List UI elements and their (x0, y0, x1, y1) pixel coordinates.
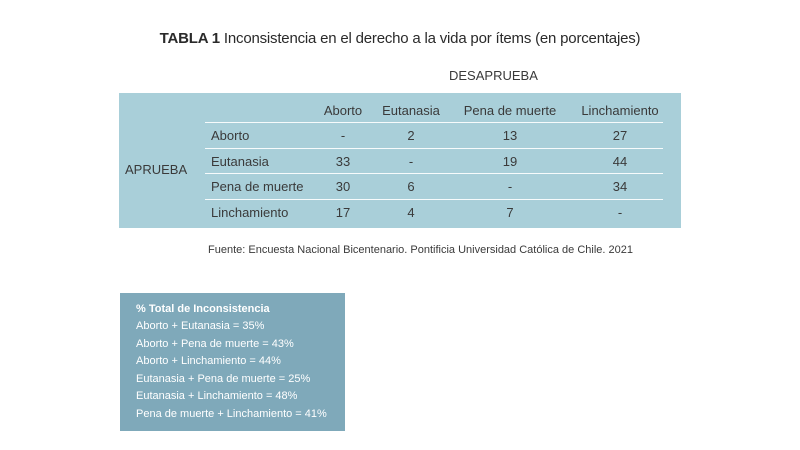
column-header: Eutanasia (382, 103, 440, 118)
table-title: TABLA 1 Inconsistencia en el derecho a l… (0, 30, 800, 47)
table-cell: 34 (612, 179, 628, 194)
row-label: Aborto (211, 128, 250, 143)
table-cell: 30 (335, 179, 351, 194)
header-separator (205, 122, 663, 123)
table-cell: 2 (407, 128, 415, 143)
table-cell: 17 (335, 205, 351, 220)
column-header: Pena de muerte (463, 103, 557, 118)
summary-title: % Total de Inconsistencia (136, 303, 270, 315)
summary-line: Pena de muerte + Linchamiento = 41% (136, 407, 327, 420)
table-cell: 44 (612, 154, 628, 169)
row-separator (205, 173, 663, 174)
summary-line: Aborto + Pena de muerte = 43% (136, 337, 294, 350)
table-cell: 4 (407, 205, 415, 220)
column-group-label: DESAPRUEBA (449, 68, 538, 83)
row-label: Pena de muerte (211, 179, 304, 194)
table-cell: - (408, 154, 414, 169)
source-note: Fuente: Encuesta Nacional Bicentenario. … (208, 244, 633, 256)
table-title-tag: TABLA 1 (159, 30, 220, 47)
summary-box: % Total de Inconsistencia Aborto + Eutan… (120, 293, 345, 431)
table-cell: - (340, 128, 346, 143)
row-group-label: APRUEBA (125, 162, 188, 177)
summary-line: Aborto + Eutanasia = 35% (136, 320, 265, 332)
summary-line: Aborto + Linchamiento = 44% (136, 355, 281, 367)
row-label: Eutanasia (211, 154, 269, 169)
table-cell: - (617, 205, 623, 220)
table-title-text: Inconsistencia en el derecho a la vida p… (223, 30, 641, 47)
table-cell: 6 (407, 179, 415, 194)
column-header: Linchamiento (581, 103, 659, 118)
inconsistency-table (119, 93, 681, 228)
table-cell: - (507, 179, 513, 194)
table-cell: 13 (502, 128, 518, 143)
row-separator (205, 199, 663, 200)
table-cell: 27 (612, 128, 628, 143)
table-cell: 19 (502, 154, 518, 169)
summary-line: Eutanasia + Linchamiento = 48% (136, 390, 298, 402)
table-cell: 33 (335, 154, 351, 169)
table-cell: 7 (506, 205, 514, 220)
summary-line: Eutanasia + Pena de muerte = 25% (136, 372, 311, 385)
column-header: Aborto (323, 103, 363, 118)
row-label: Linchamiento (211, 205, 289, 220)
row-separator (205, 148, 663, 149)
